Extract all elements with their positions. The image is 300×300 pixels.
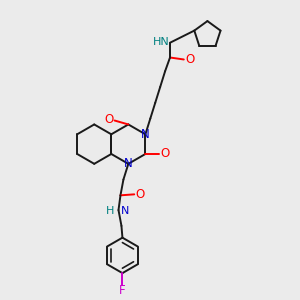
Text: O: O: [160, 148, 170, 160]
Text: O: O: [136, 188, 145, 201]
Text: N: N: [124, 157, 133, 170]
Text: H: H: [106, 206, 115, 216]
Text: N: N: [121, 206, 129, 216]
Text: HN: HN: [153, 37, 169, 47]
Text: F: F: [119, 284, 126, 297]
Text: N: N: [141, 128, 150, 141]
Text: O: O: [185, 53, 194, 66]
Text: O: O: [104, 113, 113, 126]
